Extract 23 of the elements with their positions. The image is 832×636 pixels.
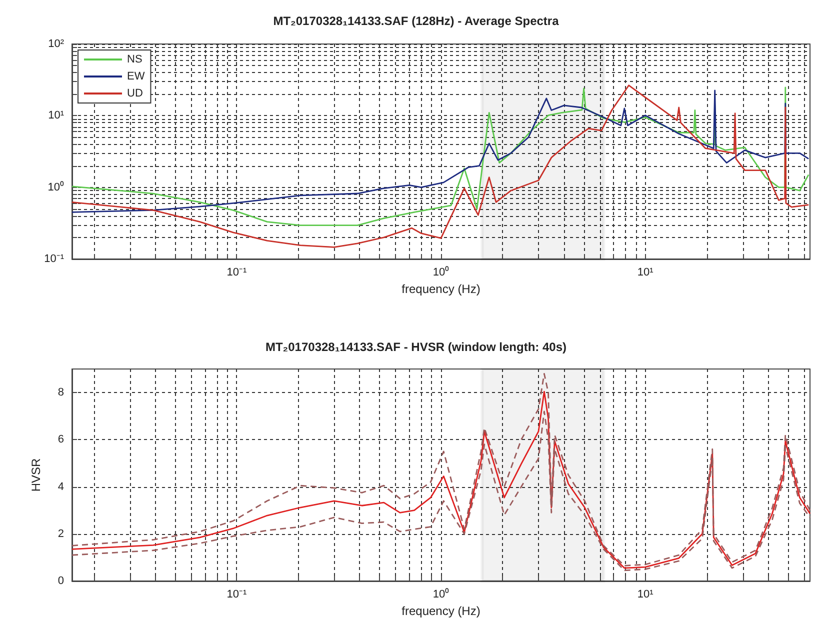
x-tick-label: 10⁰ [432,266,450,278]
x-tick-label: 10¹ [637,588,654,600]
y-tick-label: 0 [58,575,64,587]
x-axis-title: frequency (Hz) [402,282,480,296]
legend-label: UD [127,88,143,100]
chart-title: MT₂0170328₁14133.SAF (128Hz) - Average Spectra [272,14,560,28]
x-tick-label: 10¹ [637,266,654,278]
y-axis-title: HVSR [29,458,43,492]
x-tick-label: 10⁰ [432,588,450,600]
chart-title: MT₂0170328₁14133.SAF - HVSR (window length: 40s) [264,340,568,354]
y-tick-label: 10⁻¹ [44,253,64,265]
y-tick-label: 10⁰ [48,180,64,194]
legend-label: NS [127,54,142,66]
y-tick-label: 10¹ [48,110,64,122]
x-tick-label: 10⁻¹ [226,266,247,278]
y-tick-label: 2 [58,528,64,540]
y-tick-label: 8 [58,386,64,399]
legend-label: EW [127,70,146,82]
x-tick-label: 10⁻¹ [226,588,247,600]
y-tick-label: 4 [58,480,64,493]
y-tick-label: 10² [48,38,64,50]
y-tick-label: 6 [58,434,64,446]
x-axis-title: frequency (Hz) [402,604,480,618]
